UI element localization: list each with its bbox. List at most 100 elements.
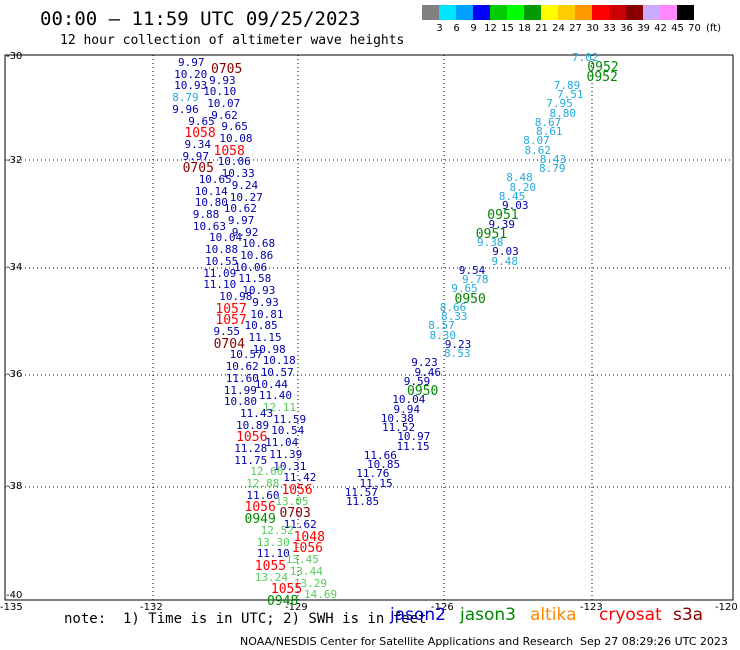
lat-label: -36 bbox=[6, 369, 23, 380]
scale-swatch bbox=[609, 5, 626, 20]
pass-time-label: 0703 bbox=[279, 506, 311, 522]
wave-height-label: 11.99 bbox=[223, 383, 257, 397]
graticule bbox=[5, 55, 733, 600]
wave-height-label: 11.04 bbox=[265, 436, 299, 450]
satellite-s3a: s3a bbox=[673, 605, 704, 625]
scale-label: 6 bbox=[453, 23, 460, 34]
pass-time-label: 1057 bbox=[215, 313, 247, 329]
wave-height-label: 10.65 bbox=[198, 173, 232, 186]
lon-label: -129 bbox=[285, 602, 308, 613]
scale-label: 30 bbox=[586, 23, 599, 34]
wave-height-label: 11.57 bbox=[344, 485, 378, 499]
scale-label: 70 bbox=[688, 23, 701, 34]
scale-swatch bbox=[677, 5, 694, 20]
wave-height-label: 10.85 bbox=[367, 458, 401, 471]
wave-height-label: 8.53 bbox=[444, 347, 471, 360]
wave-height-label: 10.62 bbox=[223, 202, 257, 216]
wave-height-label: 11.15 bbox=[396, 439, 430, 453]
pass-time-label: 0949 bbox=[244, 512, 276, 528]
wave-height-label: 8.61 bbox=[536, 125, 563, 138]
wave-height-label: 10.07 bbox=[207, 96, 241, 110]
wave-height-label: 10.20 bbox=[174, 67, 208, 81]
wave-height-label: 10.93 bbox=[242, 284, 276, 298]
wave-height-label: 13.29 bbox=[293, 576, 328, 590]
wave-height-label: 10.88 bbox=[205, 243, 239, 257]
wave-height-label: 9.96 bbox=[172, 102, 199, 116]
scale-unit-label: (ft) bbox=[706, 23, 722, 34]
wave-height-label: 11.40 bbox=[258, 389, 293, 403]
wave-height-label: 10.27 bbox=[229, 190, 263, 204]
scale-label: 33 bbox=[603, 23, 616, 34]
wave-height-label: 9.93 bbox=[209, 73, 236, 87]
wave-height-label: 11.10 bbox=[256, 547, 290, 561]
scale-swatch bbox=[592, 5, 609, 20]
scale-swatch bbox=[422, 5, 439, 20]
wave-height-label: 11.39 bbox=[269, 447, 303, 461]
pass-time-label: 1056 bbox=[236, 430, 268, 446]
wave-height-label: 10.93 bbox=[174, 79, 208, 93]
wave-height-label: 11.42 bbox=[283, 471, 317, 485]
wave-height-label: 11.60 bbox=[225, 371, 259, 385]
wave-height-label: 10.55 bbox=[205, 254, 239, 268]
pass-time-label: 1048 bbox=[293, 529, 325, 545]
wave-height-label: 11.75 bbox=[234, 453, 268, 467]
satellite-jason2: jason2 bbox=[390, 605, 446, 625]
pass-time-label: 1055 bbox=[254, 558, 287, 574]
scale-swatch bbox=[490, 5, 507, 20]
wave-height-label: 9.48 bbox=[491, 254, 519, 268]
wave-height-label: 10.06 bbox=[234, 260, 268, 274]
wave-height-label: 9.94 bbox=[393, 402, 421, 416]
lat-label: -32 bbox=[6, 155, 23, 166]
wave-height-label: 9.55 bbox=[213, 325, 241, 338]
wave-height-label: 12.52 bbox=[260, 523, 294, 537]
scale-swatch bbox=[456, 5, 473, 20]
wave-height-label: 9.97 bbox=[227, 213, 255, 227]
lon-label: -120 bbox=[715, 602, 738, 613]
wave-height-label: 10.81 bbox=[250, 307, 284, 321]
wave-height-label: 9.38 bbox=[477, 236, 504, 249]
wave-height-label: 9.23 bbox=[444, 337, 472, 351]
wave-height-label: 9.93 bbox=[252, 295, 279, 309]
wave-height-label: 8.45 bbox=[498, 189, 526, 203]
scale-label: 45 bbox=[671, 23, 684, 34]
lat-label: -40 bbox=[6, 590, 23, 601]
wave-height-label: 8.62 bbox=[524, 143, 552, 157]
pass-time-label: 0704 bbox=[213, 336, 245, 352]
pass-time-label: 0948 bbox=[267, 594, 299, 609]
wave-height-label: 12.88 bbox=[246, 477, 280, 490]
wave-height-label: 8.67 bbox=[534, 115, 562, 129]
wave-height-label: 10.38 bbox=[380, 411, 414, 425]
lon-label: -126 bbox=[431, 602, 454, 613]
wave-height-label: 8.43 bbox=[539, 152, 567, 166]
scale-swatch bbox=[643, 5, 660, 20]
wave-height-label: 8.80 bbox=[549, 106, 577, 120]
wave-height-label: 8.79 bbox=[172, 91, 199, 105]
scale-swatch bbox=[439, 5, 456, 20]
wave-height-label: 9.97 bbox=[178, 56, 205, 69]
map-title: 00:00 – 11:59 UTC 09/25/2023 bbox=[40, 8, 361, 30]
wave-height-label: 10.80 bbox=[223, 395, 258, 409]
pass-time-label: 0952 bbox=[586, 69, 618, 85]
pass-time-label: 0951 bbox=[487, 208, 519, 224]
wave-height-label: 13.45 bbox=[285, 553, 319, 567]
scale-swatch bbox=[660, 5, 677, 20]
scale-swatch bbox=[507, 5, 524, 20]
wave-height-label: 11.10 bbox=[203, 278, 237, 292]
scale-label: 21 bbox=[535, 23, 548, 34]
wave-height-label: 10.57 bbox=[260, 365, 294, 379]
wave-height-label: 10.85 bbox=[244, 319, 278, 333]
wave-height-label: 7.02 bbox=[572, 51, 599, 64]
wave-height-label: 11.15 bbox=[359, 476, 393, 490]
pass-time-label: 1057 bbox=[215, 301, 247, 317]
pass-time-label: 0705 bbox=[182, 161, 214, 177]
wave-height-label: 10.10 bbox=[203, 85, 237, 99]
wave-height-label: 8.30 bbox=[429, 328, 457, 342]
wave-height-label: 11.28 bbox=[234, 442, 268, 455]
scale-label: 18 bbox=[518, 23, 531, 34]
wave-height-label: 11.52 bbox=[382, 421, 416, 434]
lat-label: -34 bbox=[6, 262, 23, 273]
credit-line: NOAA/NESDIS Center for Satellite Applica… bbox=[240, 635, 574, 648]
wave-height-label: 13.30 bbox=[256, 535, 290, 549]
pass-time-label: 0950 bbox=[407, 384, 439, 399]
pass-time-label: 1056 bbox=[291, 541, 323, 557]
